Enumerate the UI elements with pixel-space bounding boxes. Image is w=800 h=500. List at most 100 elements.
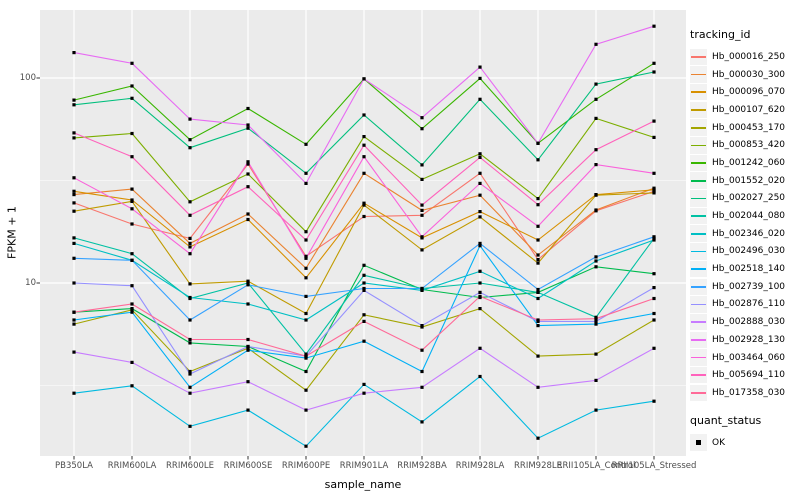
legend-row: Hb_001242_060 — [690, 154, 798, 172]
legend-label-ok: OK — [712, 437, 725, 448]
data-point — [72, 209, 76, 213]
legend-label: Hb_017358_030 — [712, 387, 786, 398]
legend-row: Hb_002027_250 — [690, 190, 798, 208]
legend-key — [690, 349, 707, 366]
data-point — [652, 346, 656, 350]
data-point — [246, 337, 250, 342]
legend-key-ok — [690, 434, 707, 451]
legend-key — [690, 278, 707, 296]
legend-row: Hb_002518_140 — [690, 260, 798, 278]
data-point — [72, 131, 76, 135]
data-point — [246, 160, 250, 164]
legend-label: Hb_000107_620 — [712, 104, 786, 115]
data-point — [362, 203, 366, 207]
data-point — [536, 354, 540, 358]
legend-key — [690, 296, 707, 313]
legend-row: Hb_002888_030 — [690, 313, 798, 331]
legend-label: Hb_000096_070 — [712, 87, 786, 98]
legend-row: Hb_000853_420 — [690, 136, 798, 154]
data-point — [362, 273, 366, 277]
data-point — [536, 203, 540, 207]
y-axis-title: FPKM + 1 — [5, 206, 19, 259]
data-point — [304, 142, 308, 146]
legend-line-swatch-icon — [691, 73, 706, 76]
data-point — [420, 213, 424, 217]
legend-key — [690, 260, 707, 278]
data-point — [478, 374, 482, 379]
data-point — [130, 187, 134, 191]
data-point — [188, 138, 192, 142]
data-point — [246, 212, 250, 216]
data-point — [188, 245, 192, 249]
data-point — [304, 354, 308, 358]
data-point — [652, 119, 656, 123]
data-point — [594, 148, 598, 152]
legend-row: Hb_002496_030 — [690, 243, 798, 261]
legend-row: Hb_002928_130 — [690, 331, 798, 349]
data-point — [188, 372, 192, 376]
legend-line-swatch-icon — [691, 250, 706, 253]
data-point — [478, 193, 482, 197]
data-point — [304, 356, 308, 360]
data-point — [72, 236, 76, 240]
x-tick-label: RRIM901LA — [339, 461, 389, 471]
data-point — [536, 318, 540, 322]
y-tick-label: 10 — [25, 277, 36, 288]
data-point — [478, 76, 482, 80]
x-tick-label: RRIM928LE — [514, 461, 562, 471]
data-point — [130, 131, 134, 136]
data-point — [362, 171, 366, 175]
data-point — [536, 258, 540, 262]
data-point — [188, 385, 192, 389]
data-point — [594, 352, 598, 356]
data-point — [246, 172, 250, 176]
legend-row: Hb_005694_110 — [690, 366, 798, 384]
data-point — [304, 352, 308, 356]
data-point — [478, 294, 482, 298]
x-axis-title: sample_name — [324, 478, 402, 491]
data-point — [304, 181, 308, 185]
legend-key — [690, 225, 707, 242]
data-point — [362, 288, 366, 292]
legend-key — [690, 313, 707, 331]
data-point — [362, 143, 366, 147]
legend-row: Hb_002044_080 — [690, 207, 798, 225]
x-tick-label: RRIM600LE — [166, 461, 214, 471]
legend-label: Hb_002876_110 — [712, 299, 786, 310]
legend-label: Hb_002888_030 — [712, 317, 786, 328]
legend-line-swatch-icon — [691, 268, 706, 271]
data-point — [420, 348, 424, 352]
data-point — [594, 255, 598, 259]
data-point — [478, 155, 482, 159]
legend-line-swatch-icon — [691, 303, 706, 306]
data-point — [652, 311, 656, 316]
data-point — [536, 385, 540, 389]
data-point — [130, 360, 134, 364]
data-point — [130, 302, 134, 306]
data-point — [246, 217, 250, 222]
data-point — [594, 42, 598, 46]
data-point — [304, 256, 308, 260]
data-point — [246, 408, 250, 412]
legend-quant-status: quant_status OK — [690, 414, 798, 452]
data-point — [420, 286, 424, 291]
data-point — [362, 286, 366, 291]
legend-label: Hb_000030_300 — [712, 69, 786, 80]
data-point — [72, 241, 76, 245]
data-point — [130, 84, 134, 88]
data-point — [304, 266, 308, 270]
legend-row: Hb_001552_020 — [690, 172, 798, 190]
legend-line-swatch-icon — [691, 126, 706, 129]
data-point — [362, 319, 366, 323]
data-point — [652, 272, 656, 276]
data-point — [362, 382, 366, 386]
legend-line-swatch-icon — [691, 56, 706, 58]
data-point — [478, 152, 482, 156]
data-point — [478, 281, 482, 285]
data-point — [478, 65, 482, 69]
data-point — [652, 318, 656, 322]
legend-key — [690, 119, 707, 136]
data-point — [652, 399, 656, 403]
legend-line-swatch-icon — [691, 109, 706, 111]
legend-label: Hb_005694_110 — [712, 370, 786, 381]
